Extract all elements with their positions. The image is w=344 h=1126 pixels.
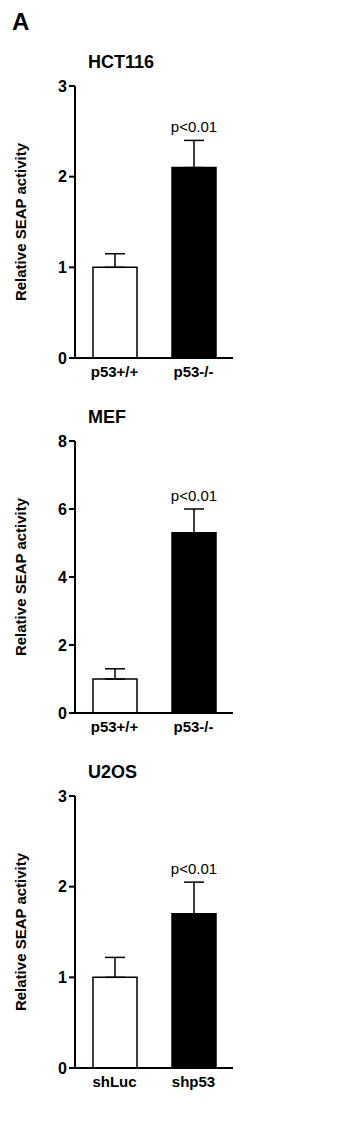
- svg-text:p53-/-: p53-/-: [173, 718, 213, 735]
- svg-text:p53+/+: p53+/+: [91, 363, 139, 380]
- svg-text:2: 2: [58, 168, 67, 185]
- svg-text:2: 2: [58, 878, 67, 895]
- svg-text:0: 0: [58, 1060, 67, 1077]
- html-text:HCT116: HCT116: [88, 52, 154, 72]
- html-text:MEF: MEF: [88, 407, 126, 427]
- svg-text:1: 1: [58, 969, 67, 986]
- svg-text:shp53: shp53: [172, 1073, 215, 1090]
- svg-text:Relative SEAP activity: Relative SEAP activity: [12, 142, 29, 301]
- svg-text:3: 3: [58, 78, 67, 95]
- svg-text:0: 0: [58, 350, 67, 367]
- svg-text:p<0.01: p<0.01: [171, 860, 217, 877]
- svg-text:0: 0: [58, 705, 67, 722]
- svg-text:4: 4: [58, 569, 67, 586]
- svg-text:2: 2: [58, 637, 67, 654]
- svg-text:p53+/+: p53+/+: [91, 718, 139, 735]
- svg-text:1: 1: [58, 259, 67, 276]
- html-text:U2OS: U2OS: [88, 762, 137, 782]
- html-text:A: A: [12, 8, 30, 35]
- svg-text:8: 8: [58, 433, 67, 450]
- svg-text:shLuc: shLuc: [92, 1073, 136, 1090]
- svg-text:6: 6: [58, 501, 67, 518]
- svg-text:p53-/-: p53-/-: [173, 363, 213, 380]
- svg-text:Relative SEAP activity: Relative SEAP activity: [12, 497, 29, 656]
- svg-text:3: 3: [58, 788, 67, 805]
- svg-text:Relative SEAP activity: Relative SEAP activity: [12, 852, 29, 1011]
- svg-text:p<0.01: p<0.01: [171, 118, 217, 135]
- svg-text:p<0.01: p<0.01: [171, 487, 217, 504]
